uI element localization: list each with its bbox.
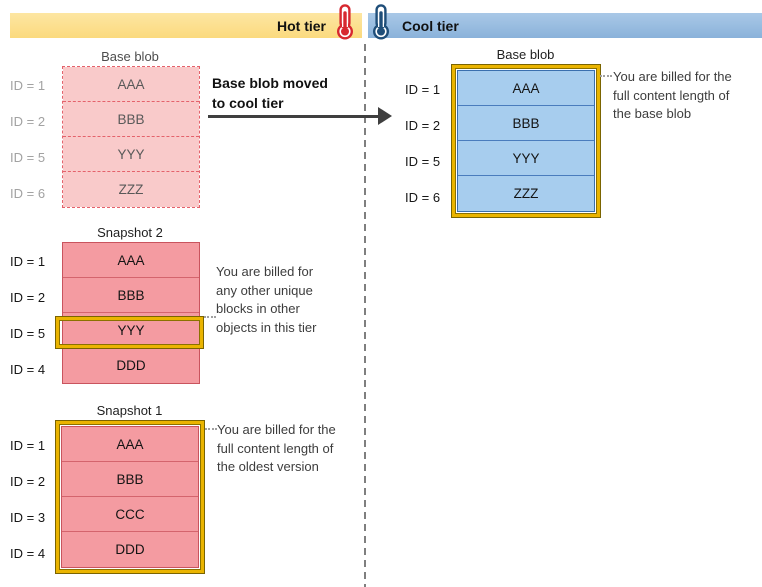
block-id-label: ID = 2	[10, 473, 46, 489]
block-cell: ZZZ	[63, 172, 199, 207]
block-id-label: ID = 2	[10, 113, 46, 129]
block-cell: YYY	[458, 141, 594, 176]
block-cell: BBB	[63, 278, 199, 313]
move-to-cool-label: Base blob moved to cool tier	[212, 75, 328, 111]
hot-tier-label: Hot tier	[277, 17, 326, 34]
hot-base-blob-title: Base blob	[101, 49, 159, 64]
block-id-label: ID = 2	[10, 289, 46, 305]
block-cell: BBB	[63, 102, 199, 137]
snapshot-2-title: Snapshot 2	[97, 225, 163, 240]
block-id-label: ID = 4	[10, 361, 46, 377]
block-cell: BBB	[62, 462, 198, 497]
tier-separator-line	[364, 44, 366, 587]
block-cell: DDD	[62, 532, 198, 567]
billed-block-highlight	[55, 316, 204, 349]
block-cell: YYY	[63, 137, 199, 172]
block-id-label: ID = 1	[10, 253, 46, 269]
cool-base-blob-title: Base blob	[496, 47, 555, 62]
cool-base-blob-table: AAA BBB YYY ZZZ	[457, 70, 595, 212]
snapshot-1-table: AAA BBB CCC DDD	[61, 426, 199, 568]
snapshot-1-annotation: You are billed for the full content leng…	[217, 422, 336, 474]
block-cell: DDD	[63, 348, 199, 383]
block-id-label: ID = 1	[405, 81, 441, 97]
cool-base-blob: Base blob ID = 1 ID = 2 ID = 5 ID = 6 AA…	[405, 47, 601, 218]
block-cell: AAA	[62, 427, 198, 462]
block-cell: AAA	[63, 67, 199, 102]
block-cell: AAA	[63, 243, 199, 278]
snapshot-2: Snapshot 2 ID = 1 ID = 2 ID = 5 ID = 4 A…	[10, 225, 200, 387]
snapshot-1-title: Snapshot 1	[96, 403, 163, 418]
cool-tier-header: Cool tier	[368, 13, 762, 38]
block-id-label: ID = 1	[10, 437, 46, 453]
dotted-connector	[205, 428, 217, 430]
block-id-label: ID = 4	[10, 545, 46, 561]
snapshot-2-table: AAA BBB YYY DDD	[62, 242, 200, 384]
block-id-label: ID = 1	[10, 77, 46, 93]
block-id-label: ID = 6	[10, 185, 46, 201]
block-id-label: ID = 6	[405, 189, 441, 205]
block-id-label: ID = 2	[405, 117, 441, 133]
dotted-connector	[600, 75, 612, 77]
block-id-label: ID = 5	[405, 153, 441, 169]
billed-object-highlight: AAA BBB CCC DDD	[55, 420, 205, 574]
move-arrow-head	[378, 107, 392, 125]
block-cell: BBB	[458, 106, 594, 141]
block-cell: AAA	[458, 71, 594, 106]
block-cell: ZZZ	[458, 176, 594, 211]
snapshot-1: Snapshot 1 ID = 1 ID = 2 ID = 3 ID = 4 A…	[10, 403, 205, 574]
block-id-label: ID = 5	[10, 149, 46, 165]
cool-tier-label: Cool tier	[402, 17, 459, 34]
billed-object-highlight: AAA BBB YYY ZZZ	[451, 64, 601, 218]
hot-tier-header: Hot tier	[10, 13, 362, 38]
block-cell: CCC	[62, 497, 198, 532]
dotted-connector	[204, 316, 216, 318]
thermometer-cool-icon	[372, 4, 390, 40]
block-id-label: ID = 5	[10, 325, 46, 341]
cool-base-blob-annotation: You are billed for the full content leng…	[613, 69, 732, 121]
hot-base-blob-table: AAA BBB YYY ZZZ	[62, 66, 200, 208]
hot-base-blob: Base blob ID = 1 ID = 2 ID = 5 ID = 6 AA…	[10, 49, 200, 211]
snapshot-2-annotation: You are billed for any other unique bloc…	[216, 264, 317, 335]
move-arrow	[208, 115, 378, 118]
thermometer-hot-icon	[336, 4, 354, 40]
block-id-label: ID = 3	[10, 509, 46, 525]
